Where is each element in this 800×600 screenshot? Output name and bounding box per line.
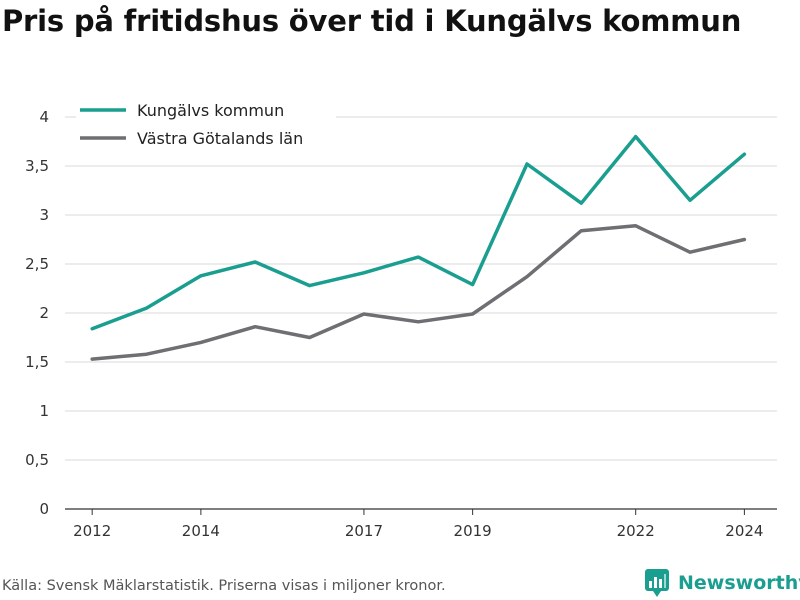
brand-logo: Newsworthy	[644, 568, 800, 598]
series-lines	[90, 134, 747, 361]
x-tick-label: 2022	[617, 522, 655, 540]
y-tick-label: 1,5	[25, 353, 49, 371]
series-line-2	[90, 224, 747, 361]
x-axis-ticks: 2012 2014 2017 2019 2022 2024	[73, 509, 763, 540]
y-tick-label: 1	[39, 402, 49, 420]
x-tick-label: 2019	[454, 522, 492, 540]
y-tick-label: 2,5	[25, 255, 49, 273]
legend-background	[76, 84, 336, 146]
line-chart: 00,511,522,533,54 2012 2014 2017 2019 2022 20…	[25, 84, 777, 540]
y-tick-label: 0	[39, 500, 49, 518]
chart-title: Pris på fritidshus över tid i Kungälvs k…	[2, 4, 742, 38]
y-tick-label: 0,5	[25, 451, 49, 469]
brand-name: Newsworthy	[678, 572, 800, 594]
x-tick-label: 2017	[345, 522, 383, 540]
legend: Kungälvs kommun Västra Götalands län	[76, 84, 336, 148]
y-tick-label: 4	[39, 108, 49, 126]
y-tick-label: 3,5	[25, 157, 49, 175]
y-tick-label: 2	[39, 304, 49, 322]
x-tick-label: 2012	[73, 522, 111, 540]
y-axis-ticks: 0 0,5 1 1,5 2 2,5 3 3,5 4	[25, 108, 49, 518]
series-line-1	[90, 134, 747, 331]
y-tick-label: 3	[39, 206, 49, 224]
x-tick-label: 2014	[182, 522, 220, 540]
x-tick-label: 2024	[725, 522, 763, 540]
legend-label: Västra Götalands län	[137, 129, 303, 148]
legend-label: Kungälvs kommun	[137, 101, 284, 120]
newsworthy-logo-icon	[645, 569, 669, 597]
source-note: Källa: Svensk Mäklarstatistik. Priserna …	[2, 578, 446, 594]
